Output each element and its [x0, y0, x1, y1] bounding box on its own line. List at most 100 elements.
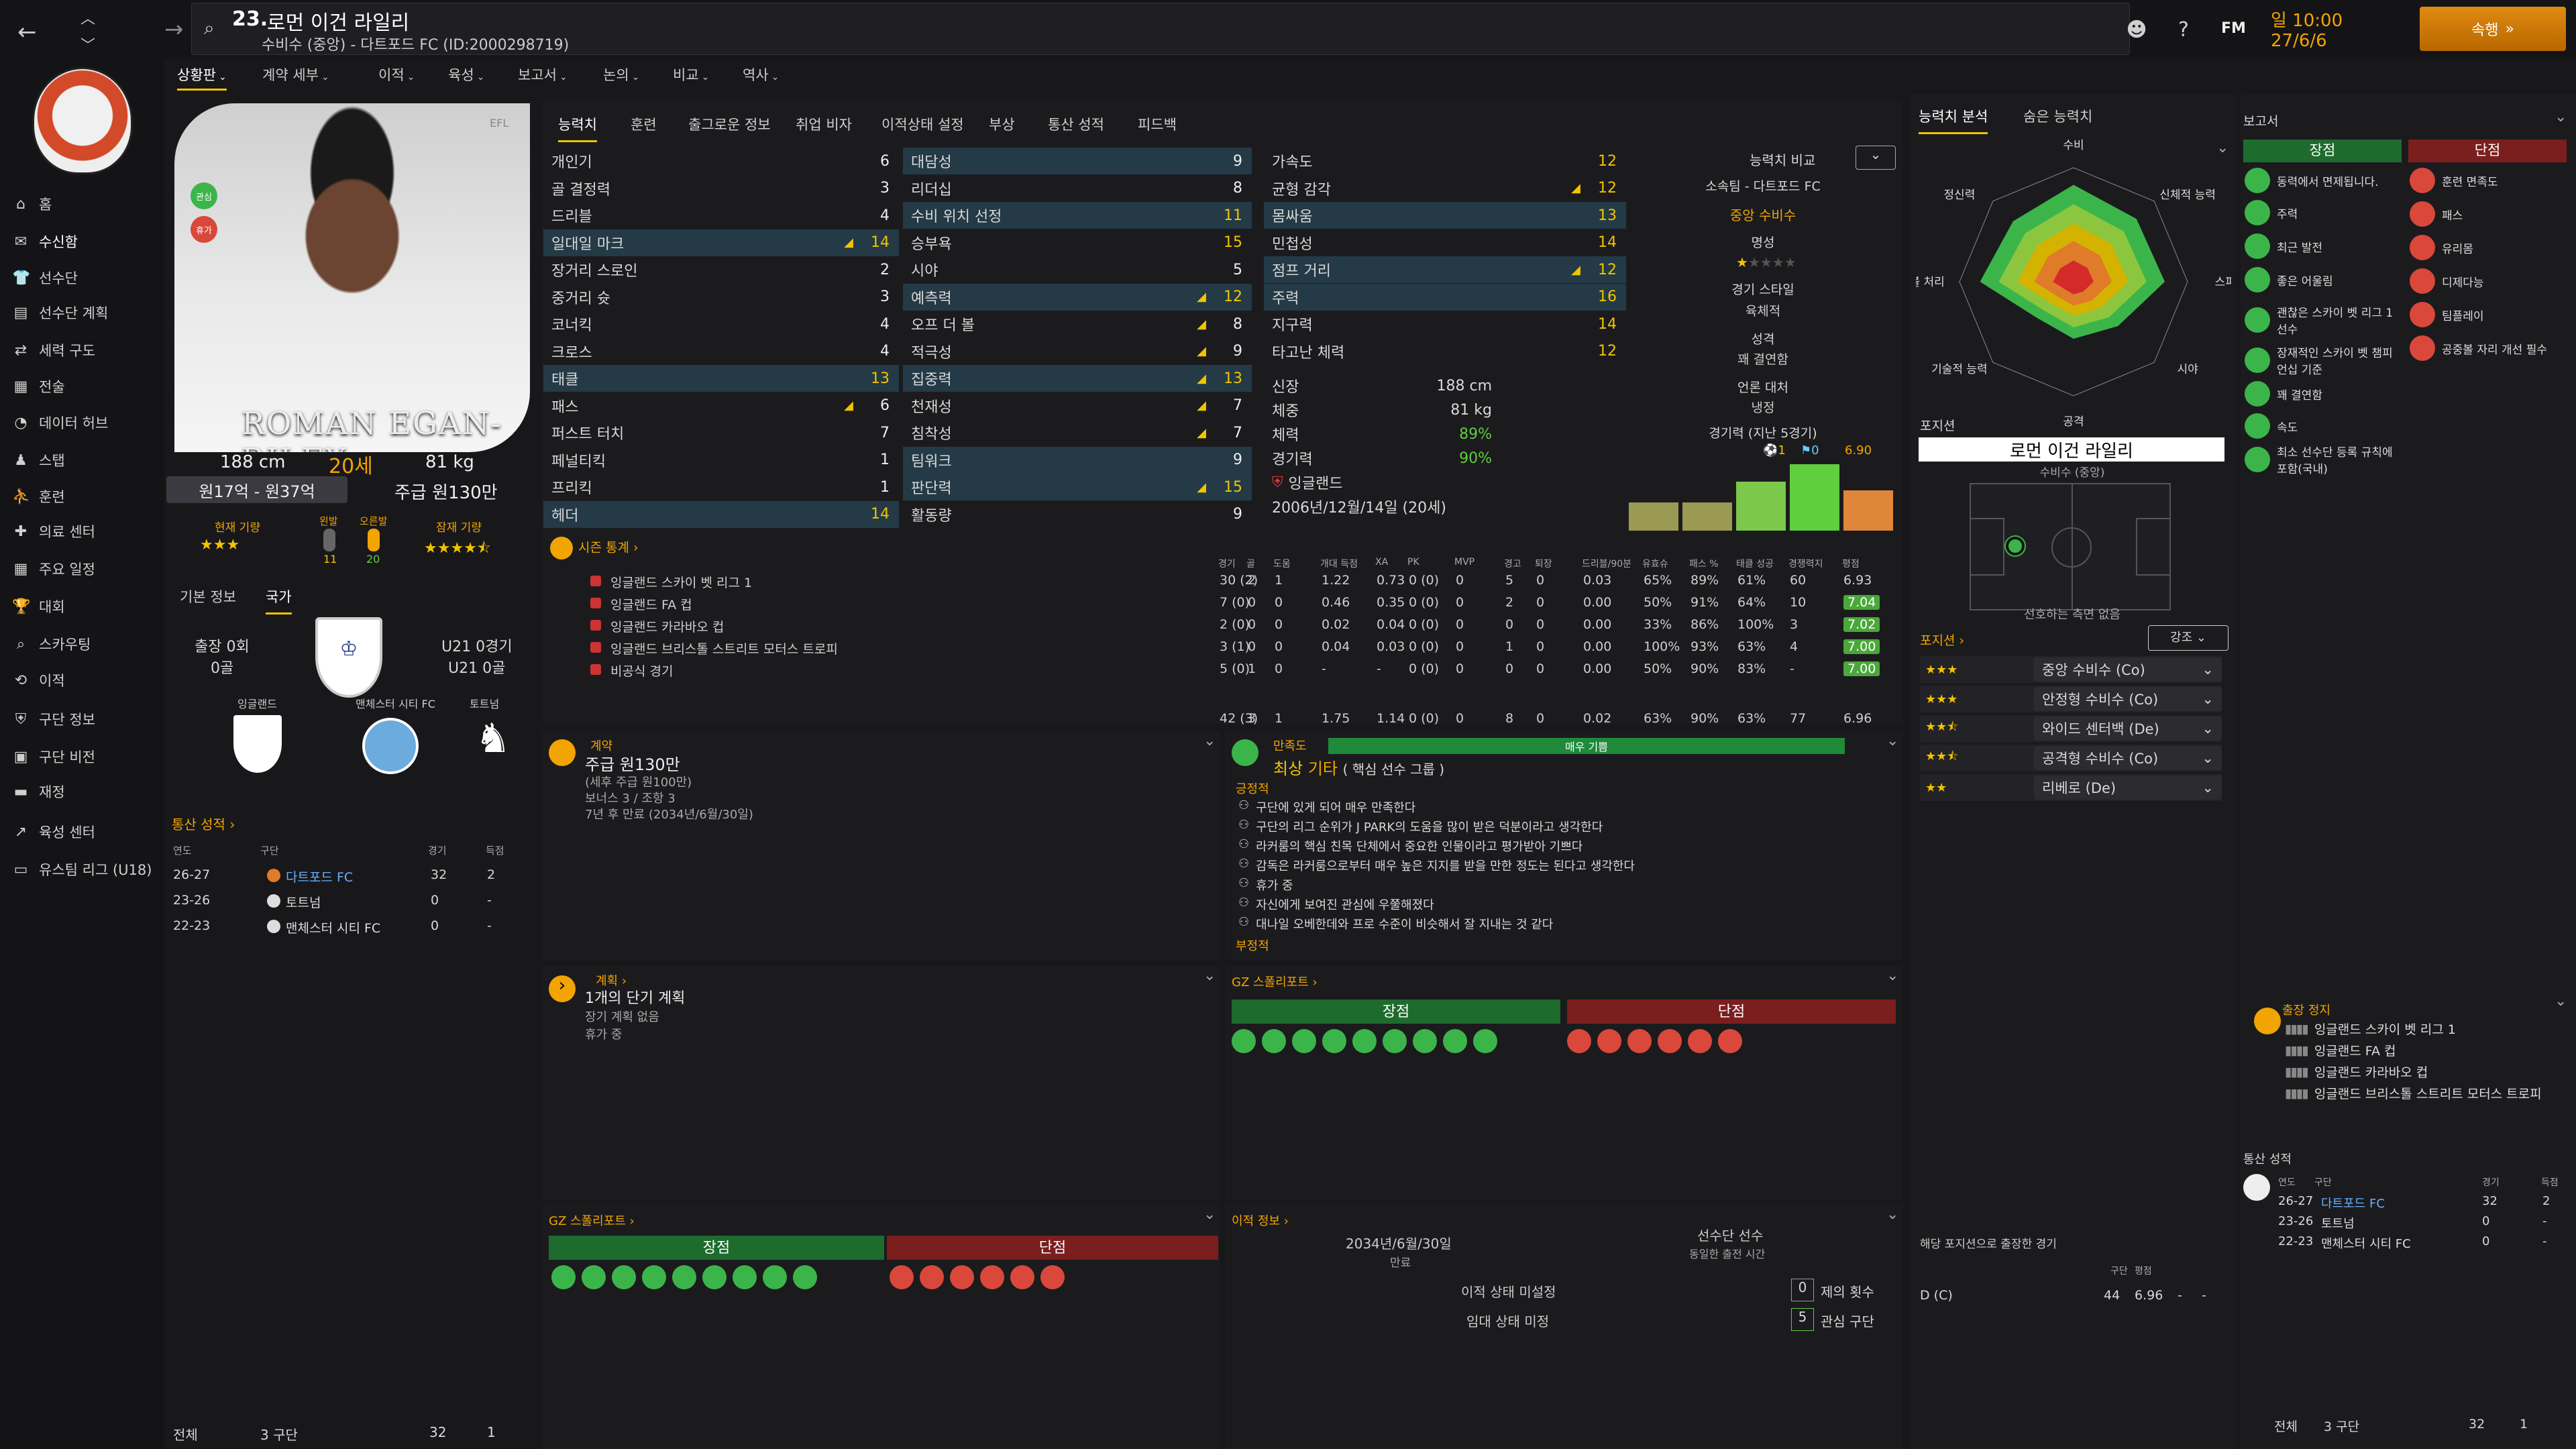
subnav-item-4[interactable]: 보고서 ⌄	[518, 64, 568, 85]
forward-icon[interactable]: →	[164, 16, 184, 43]
report-strength-item[interactable]: 괜찮은 스카이 벳 리그 1 선수	[2245, 303, 2403, 337]
england-small-crest-icon[interactable]	[233, 715, 282, 773]
attribute-row[interactable]: 시야 5	[903, 256, 1252, 283]
gz-title-bottom[interactable]: GZ 스폴리포트 ›	[549, 1214, 635, 1228]
sidebar-item-dynamics[interactable]: ⇄ 세력 구도	[12, 337, 163, 364]
strength-icon[interactable]	[582, 1265, 606, 1289]
interested-clubs-box[interactable]: 5	[1791, 1308, 1814, 1331]
season-row[interactable]: 비공식 경기 5 (0) 1 0 - - 0 (0) 0 0 0 0.00 50% 90% 83% - 7.0…	[550, 659, 1898, 680]
weakness-icon[interactable]	[1597, 1029, 1621, 1053]
compare-dropdown[interactable]: ⌄	[1856, 146, 1896, 170]
weakness-icon[interactable]	[1658, 1029, 1682, 1053]
attribute-row[interactable]: 집중력 ◢ 13	[903, 365, 1252, 392]
position-row[interactable]: ★★ 리베로 (De) ⌄	[1920, 774, 2222, 801]
attribute-row[interactable]: 몸싸움 13	[1264, 202, 1626, 229]
gz-chevron-icon-top[interactable]: ⌄	[1886, 967, 1899, 984]
attribute-row[interactable]: 침착성 ◢ 7	[903, 419, 1252, 446]
career-club[interactable]: 다트포드 FC	[286, 870, 354, 885]
strength-icon[interactable]	[1352, 1029, 1377, 1053]
attribute-row[interactable]: 활동량 9	[903, 501, 1252, 528]
attribute-row[interactable]: 패스 ◢ 6	[543, 392, 899, 419]
report-strength-item[interactable]: 속도	[2245, 413, 2403, 439]
report-weakness-item[interactable]: 공중볼 자리 개선 필수	[2410, 335, 2568, 361]
attribute-row[interactable]: 적극성 ◢ 9	[903, 338, 1252, 365]
holiday-badge[interactable]: 휴가	[191, 216, 217, 243]
weakness-icon[interactable]	[1627, 1029, 1652, 1053]
weakness-icon[interactable]	[1040, 1265, 1065, 1289]
weakness-icon[interactable]	[1688, 1029, 1712, 1053]
tab-basic-info[interactable]: 기본 정보	[180, 589, 236, 605]
highlight-button[interactable]: 강조 ⌄	[2148, 625, 2229, 651]
weakness-icon[interactable]	[950, 1265, 974, 1289]
attribute-row[interactable]: 코너킥 4	[543, 311, 899, 337]
tottenham-crest-icon[interactable]: ♞	[475, 715, 511, 762]
tab-6[interactable]: 통산 성적	[1048, 117, 1104, 133]
report-chevron-icon[interactable]: ⌄	[2555, 109, 2567, 125]
analysis-chevron-icon[interactable]: ⌄	[2216, 140, 2229, 156]
career-club[interactable]: 토트넘	[286, 896, 321, 910]
sidebar-item-trophy[interactable]: 🏆 대회	[12, 593, 163, 620]
strength-icon[interactable]	[1262, 1029, 1286, 1053]
career-club[interactable]: 맨체스터 시티 FC	[286, 921, 381, 936]
report-strength-item[interactable]: 좋은 어울림	[2245, 267, 2403, 292]
strength-icon[interactable]	[1473, 1029, 1497, 1053]
attribute-row[interactable]: 골 결정력 3	[543, 175, 899, 202]
subnav-item-2[interactable]: 이적 ⌄	[378, 64, 415, 85]
sidebar-item-scout[interactable]: ⌕ 스카우팅	[12, 631, 163, 657]
world-icon[interactable]: ☻	[2126, 17, 2147, 42]
career-title[interactable]: 통산 성적 ›	[172, 816, 235, 833]
strength-icon[interactable]	[1292, 1029, 1316, 1053]
strength-icon[interactable]	[1413, 1029, 1437, 1053]
club-crest-icon[interactable]	[32, 67, 133, 174]
sidebar-item-plan[interactable]: ▤ 선수단 계획	[12, 299, 163, 326]
strength-icon[interactable]	[702, 1265, 727, 1289]
report-career-club[interactable]: 다트포드 FC	[2321, 1197, 2385, 1211]
subnav-item-0[interactable]: 상황판 ⌄	[177, 64, 227, 91]
transfer-chevron-icon[interactable]: ⌄	[1886, 1206, 1899, 1223]
attribute-row[interactable]: 일대일 마크 ◢ 14	[543, 229, 899, 256]
sidebar-item-finance[interactable]: ▬ 재정	[12, 778, 163, 805]
plan-title[interactable]: 계획 ›	[596, 974, 627, 988]
report-strength-item[interactable]: 최근 발전	[2245, 233, 2403, 259]
tab-3[interactable]: 취업 비자	[796, 117, 852, 133]
position-select[interactable]: 안정형 수비수 (Co) ⌄	[2034, 687, 2222, 711]
attribute-row[interactable]: 중거리 슛 3	[543, 284, 899, 311]
sidebar-item-data[interactable]: ◔ 데이터 허브	[12, 409, 163, 436]
search-bar[interactable]: ⌕ 23. 로먼 이건 라일리 수비수 (중앙) - 다트포드 FC (ID:2…	[191, 3, 2130, 55]
attribute-row[interactable]: 장거리 스로인 2	[543, 256, 899, 283]
strength-icon[interactable]	[612, 1265, 636, 1289]
attribute-row[interactable]: 승부욕 15	[903, 229, 1252, 256]
tab-nation[interactable]: 국가	[266, 586, 292, 614]
attribute-row[interactable]: 크로스 4	[543, 338, 899, 365]
plan-chevron-icon[interactable]: ⌄	[1203, 967, 1216, 984]
sidebar-item-training[interactable]: ⛹ 훈련	[12, 483, 163, 510]
gz-title-top[interactable]: GZ 스폴리포트 ›	[1232, 975, 1318, 989]
gz-chevron-icon-bottom[interactable]: ⌄	[1203, 1206, 1216, 1223]
tab-1[interactable]: 훈련	[631, 117, 657, 133]
weakness-icon[interactable]	[1718, 1029, 1742, 1053]
strength-icon[interactable]	[1383, 1029, 1407, 1053]
attribute-row[interactable]: 개인기 6	[543, 148, 899, 174]
tab-5[interactable]: 부상	[989, 117, 1015, 133]
attribute-row[interactable]: 민첩성 14	[1264, 229, 1626, 256]
fm-logo[interactable]: FM	[2221, 20, 2246, 37]
sidebar-item-youth[interactable]: ▭ 유스팀 리그 (U18)	[12, 856, 163, 883]
position-select[interactable]: 와이드 센터백 (De) ⌄	[2034, 716, 2222, 741]
strength-icon[interactable]	[672, 1265, 696, 1289]
report-strength-item[interactable]: 주력	[2245, 200, 2403, 225]
attribute-row[interactable]: 가속도 12	[1264, 148, 1626, 174]
strength-icon[interactable]	[1443, 1029, 1467, 1053]
strength-icon[interactable]	[551, 1265, 576, 1289]
strength-icon[interactable]	[642, 1265, 666, 1289]
tab-attribute-analysis[interactable]: 능력치 분석	[1919, 106, 1988, 134]
weakness-icon[interactable]	[890, 1265, 914, 1289]
report-strength-item[interactable]: 최소 선수단 등록 규칙에 포함(국내)	[2245, 443, 2403, 476]
sidebar-item-vision[interactable]: ▣ 구단 비전	[12, 743, 163, 770]
sidebar-item-medical[interactable]: ✚ 의료 센터	[12, 518, 163, 545]
report-strength-item[interactable]: 꽤 결연함	[2245, 381, 2403, 407]
subnav-item-1[interactable]: 계약 세부 ⌄	[262, 64, 329, 85]
report-career-club[interactable]: 토트넘	[2321, 1217, 2355, 1231]
attribute-row[interactable]: 리더십 8	[903, 175, 1252, 202]
